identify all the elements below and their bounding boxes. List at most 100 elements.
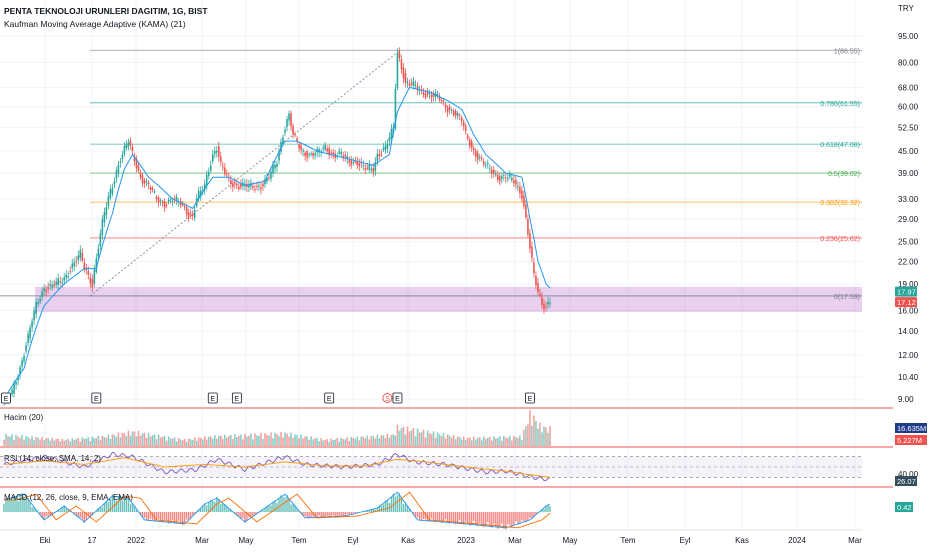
volume-bar bbox=[264, 433, 266, 446]
fib-level-label: 0.786(61.55) bbox=[820, 101, 860, 108]
volume-bar bbox=[212, 439, 214, 446]
volume-bar bbox=[136, 436, 138, 446]
volume-bar bbox=[316, 438, 318, 446]
x-tick-label: 2023 bbox=[457, 536, 475, 545]
candle-body bbox=[491, 170, 493, 174]
volume-bar bbox=[489, 437, 491, 446]
candle-body bbox=[531, 246, 533, 257]
macd-hist-bar bbox=[481, 512, 482, 524]
volume-bar bbox=[47, 438, 49, 446]
candle-body bbox=[236, 184, 238, 185]
volume-bar bbox=[13, 440, 15, 446]
earnings-marker-text: E bbox=[4, 396, 9, 403]
candle-body bbox=[338, 151, 340, 153]
candle-body bbox=[330, 152, 332, 153]
macd-hist-bar bbox=[284, 498, 285, 512]
candle-body bbox=[304, 153, 306, 156]
volume-bar bbox=[288, 437, 290, 446]
volume-bar bbox=[361, 437, 363, 446]
candle-body bbox=[286, 119, 288, 127]
volume-bar bbox=[276, 434, 278, 446]
macd-badge-text: 0.42 bbox=[897, 503, 912, 512]
fib-level-label: 0.5(39.02) bbox=[828, 171, 860, 178]
macd-hist-bar bbox=[487, 512, 488, 522]
candle-body bbox=[487, 163, 489, 164]
candle-body bbox=[23, 356, 25, 361]
candle-body bbox=[445, 105, 447, 108]
macd-hist-bar bbox=[439, 512, 440, 521]
volume-bar bbox=[511, 441, 513, 446]
volume-bar bbox=[455, 439, 457, 446]
candle-body bbox=[403, 68, 405, 79]
candle-body bbox=[423, 92, 425, 95]
candle-body bbox=[479, 157, 481, 158]
volume-bar bbox=[407, 426, 409, 446]
candle-body bbox=[549, 302, 551, 303]
macd-hist-bar bbox=[515, 512, 516, 521]
x-tick-label: Tem bbox=[620, 536, 635, 545]
volume-bar bbox=[302, 438, 304, 446]
volume-bar bbox=[258, 436, 260, 446]
candle-body bbox=[63, 278, 65, 281]
volume-bar bbox=[389, 438, 391, 446]
y-tick-label: 29.00 bbox=[898, 215, 919, 224]
macd-hist-bar bbox=[222, 504, 223, 512]
candle-body bbox=[294, 134, 296, 135]
volume-bar bbox=[300, 434, 302, 446]
x-tick-label: Mar bbox=[848, 536, 862, 545]
volume-bar bbox=[232, 439, 234, 446]
candle-body bbox=[481, 158, 483, 159]
volume-bar bbox=[3, 440, 5, 446]
volume-bar bbox=[471, 440, 473, 446]
volume-bar bbox=[348, 441, 350, 446]
candle-body bbox=[429, 94, 431, 95]
candle-body bbox=[55, 282, 57, 285]
split-marker-text: S bbox=[385, 396, 390, 403]
macd-hist-bar bbox=[262, 510, 263, 512]
volume-bar bbox=[176, 442, 178, 446]
y-tick-label: 33.00 bbox=[898, 195, 919, 204]
macd-hist-bar bbox=[242, 512, 243, 518]
candle-body bbox=[79, 250, 81, 258]
candle-body bbox=[381, 154, 383, 155]
candle-body bbox=[529, 234, 531, 249]
candle-body bbox=[449, 107, 451, 111]
candle-body bbox=[11, 390, 13, 395]
macd-hist-bar bbox=[445, 512, 446, 519]
volume-bar bbox=[140, 436, 142, 446]
support-zone bbox=[35, 287, 862, 312]
volume-bar bbox=[427, 430, 429, 446]
volume-ma-badge-text: 5.227M bbox=[897, 436, 922, 445]
earnings-marker-text: E bbox=[327, 396, 332, 403]
volume-bar bbox=[363, 437, 365, 446]
macd-hist-bar bbox=[320, 512, 321, 517]
candle-body bbox=[116, 171, 118, 178]
candle-body bbox=[92, 279, 94, 287]
macd-hist-bar bbox=[130, 504, 131, 512]
volume-bar bbox=[224, 435, 226, 446]
y-tick-label: 80.00 bbox=[898, 58, 919, 67]
volume-bar bbox=[108, 435, 110, 446]
candle-body bbox=[397, 53, 399, 88]
volume-bar bbox=[230, 435, 232, 446]
candle-body bbox=[31, 321, 33, 327]
macd-hist-bar bbox=[391, 497, 392, 512]
macd-hist-bar bbox=[335, 512, 336, 516]
candle-body bbox=[146, 181, 148, 182]
candle-body bbox=[519, 187, 521, 193]
volume-bar bbox=[174, 437, 176, 446]
candle-body bbox=[94, 270, 96, 284]
macd-hist-bar bbox=[208, 503, 209, 512]
candle-body bbox=[443, 100, 445, 101]
candle-body bbox=[69, 271, 71, 272]
volume-bar bbox=[505, 438, 507, 446]
candle-body bbox=[465, 126, 467, 131]
candle-body bbox=[106, 207, 108, 215]
volume-bar bbox=[110, 439, 112, 446]
volume-bar bbox=[272, 438, 274, 446]
volume-bar bbox=[228, 436, 230, 446]
macd-hist-bar bbox=[457, 512, 458, 523]
macd-hist-bar bbox=[304, 512, 305, 516]
volume-bar bbox=[453, 435, 455, 446]
